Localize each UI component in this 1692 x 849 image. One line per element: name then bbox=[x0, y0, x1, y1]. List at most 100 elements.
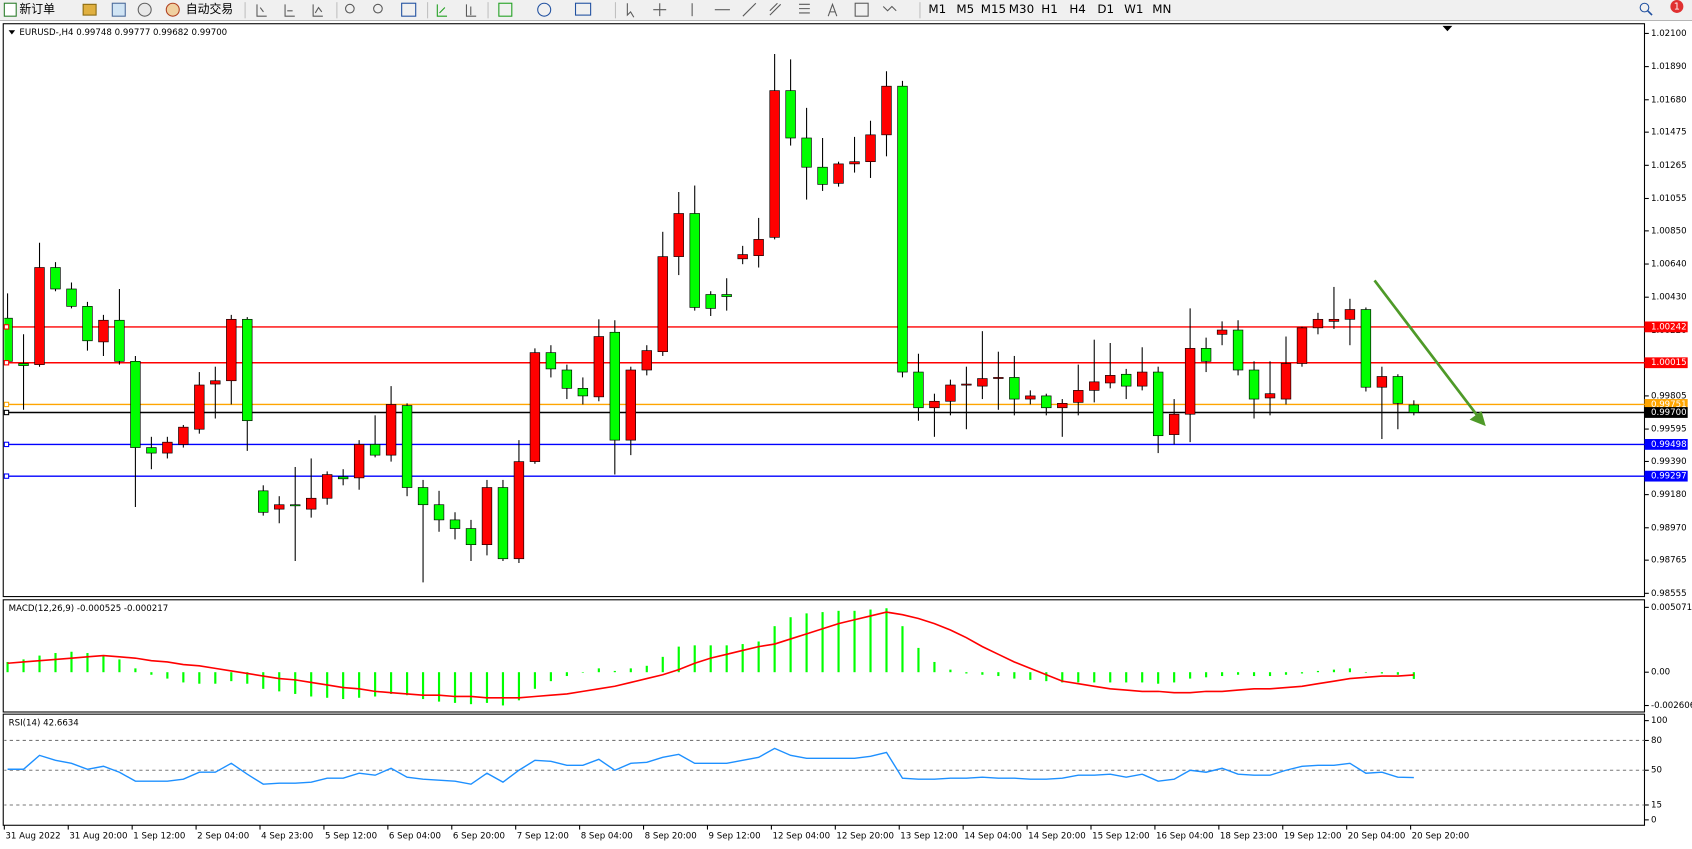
candle-body bbox=[34, 267, 45, 365]
y-tick-label: 0.00 bbox=[1651, 668, 1670, 678]
y-tick-label: 1.01890 bbox=[1651, 62, 1687, 72]
icon[interactable] bbox=[537, 2, 552, 17]
level-label: 0.99751 bbox=[1651, 400, 1687, 410]
macd-bar bbox=[22, 659, 25, 673]
crosshair-tool[interactable] bbox=[653, 3, 667, 17]
icon[interactable] bbox=[436, 4, 448, 17]
candle-body bbox=[130, 360, 141, 448]
panel: EURUSD-,H4 0.99748 0.99777 0.99682 0.997… bbox=[2, 23, 1688, 599]
x-tick-label: 2 Sep 04:00 bbox=[197, 832, 249, 842]
text-tool[interactable] bbox=[827, 2, 838, 17]
cursor-tool[interactable] bbox=[626, 3, 635, 18]
macd-bar bbox=[1141, 672, 1144, 683]
panel-title: RSI(14) 42.6634 bbox=[9, 718, 79, 728]
candle-body bbox=[801, 137, 812, 168]
macd-bar bbox=[198, 672, 201, 684]
arrow-head bbox=[1469, 411, 1486, 427]
candle-body bbox=[1408, 404, 1420, 413]
y-tick-label: 1.02100 bbox=[1651, 29, 1687, 39]
fibo-tool[interactable] bbox=[799, 3, 810, 14]
x-tick-label: 9 Sep 12:00 bbox=[709, 832, 761, 842]
candle-body bbox=[641, 350, 652, 371]
candle-body bbox=[929, 400, 940, 409]
macd-bar bbox=[1189, 672, 1192, 679]
panel: RSI(14) 42.6634 100 80 50 15 0 bbox=[2, 713, 1667, 826]
candle-body bbox=[1264, 393, 1276, 399]
channel-tool[interactable] bbox=[769, 2, 782, 16]
icon[interactable] bbox=[312, 4, 323, 17]
timeframe-button[interactable]: W1 bbox=[1124, 2, 1143, 16]
arrows-tool[interactable] bbox=[882, 5, 897, 12]
candle-body bbox=[657, 256, 668, 353]
icon[interactable] bbox=[498, 2, 513, 17]
icon[interactable] bbox=[401, 2, 417, 17]
y-tick-label: 0.98970 bbox=[1651, 523, 1687, 533]
candle-body bbox=[337, 476, 349, 480]
icon[interactable] bbox=[82, 3, 97, 16]
icon[interactable] bbox=[465, 4, 477, 17]
macd-bar bbox=[821, 612, 824, 673]
level-label: 0.99297 bbox=[1651, 472, 1687, 482]
icon[interactable] bbox=[574, 2, 592, 16]
timeframe-bar: M1 M5 M15 M30 H1 H4 D1 W1 MN bbox=[928, 2, 1171, 16]
notification-badge[interactable] bbox=[1670, 0, 1684, 13]
x-tick-label: 12 Sep 20:00 bbox=[836, 832, 894, 842]
timeframe-button[interactable]: H4 bbox=[1069, 2, 1085, 16]
timeframe-button[interactable]: M15 bbox=[981, 2, 1006, 16]
icon[interactable] bbox=[256, 4, 267, 17]
y-tick-label: -0.002606 bbox=[1651, 701, 1692, 711]
zoom-in[interactable] bbox=[344, 3, 355, 14]
macd-bar bbox=[805, 613, 808, 673]
y-tick-label: 0.98765 bbox=[1651, 556, 1687, 566]
candle-body bbox=[1057, 403, 1068, 409]
timeframe-button[interactable]: M5 bbox=[956, 2, 974, 16]
macd-bar bbox=[1348, 668, 1352, 673]
timeframe-button[interactable]: M1 bbox=[928, 2, 946, 16]
macd-bar bbox=[1157, 672, 1160, 684]
macd-bar bbox=[134, 668, 137, 673]
candle-body bbox=[961, 383, 972, 386]
y-tick-label: 0.98555 bbox=[1651, 589, 1687, 599]
candle-body bbox=[194, 384, 205, 430]
macd-bar bbox=[453, 672, 457, 703]
macd-bar bbox=[1316, 670, 1320, 673]
candle-body bbox=[785, 90, 796, 139]
macd-bar bbox=[581, 672, 584, 673]
zoom-out[interactable] bbox=[373, 3, 383, 14]
label-tool[interactable] bbox=[854, 2, 869, 17]
macd-bar bbox=[262, 672, 265, 689]
level-label-bg bbox=[1644, 321, 1688, 333]
macd-bar bbox=[278, 672, 281, 692]
new-order-button[interactable]: 新订单 bbox=[19, 2, 55, 16]
timeframe-button[interactable]: D1 bbox=[1097, 2, 1114, 16]
timeframe-button[interactable]: H1 bbox=[1041, 2, 1057, 16]
icon[interactable] bbox=[137, 2, 152, 17]
new-order-icon[interactable] bbox=[3, 2, 17, 17]
search-icon[interactable] bbox=[1639, 2, 1650, 13]
icon[interactable] bbox=[284, 4, 295, 17]
candle-body bbox=[1121, 373, 1132, 387]
auto-trading-icon[interactable] bbox=[165, 2, 180, 17]
macd-bar bbox=[102, 655, 105, 673]
macd-bar bbox=[342, 672, 345, 700]
macd-bar bbox=[917, 647, 920, 673]
macd-bar bbox=[1221, 672, 1224, 677]
macd-bar bbox=[613, 670, 616, 673]
trendline-tool[interactable] bbox=[742, 2, 757, 17]
candle-body bbox=[1360, 309, 1372, 388]
y-tick-label: 0.99390 bbox=[1651, 457, 1687, 467]
candle-body bbox=[1073, 390, 1084, 403]
icon[interactable] bbox=[111, 2, 126, 17]
candle-body bbox=[146, 447, 157, 454]
timeframe-button[interactable]: M30 bbox=[1009, 2, 1034, 16]
candle-body bbox=[1184, 348, 1196, 415]
candle-body bbox=[162, 441, 173, 454]
chart-shift-marker bbox=[1442, 25, 1453, 32]
timeframe-button[interactable]: MN bbox=[1152, 2, 1171, 16]
y-tick-label: 1.00640 bbox=[1651, 260, 1687, 270]
candle-body bbox=[1376, 376, 1388, 388]
auto-trading-button[interactable]: 自动交易 bbox=[186, 2, 233, 16]
candle-body bbox=[545, 352, 557, 370]
macd-histogram bbox=[6, 608, 1415, 706]
candle-body bbox=[1152, 371, 1164, 437]
